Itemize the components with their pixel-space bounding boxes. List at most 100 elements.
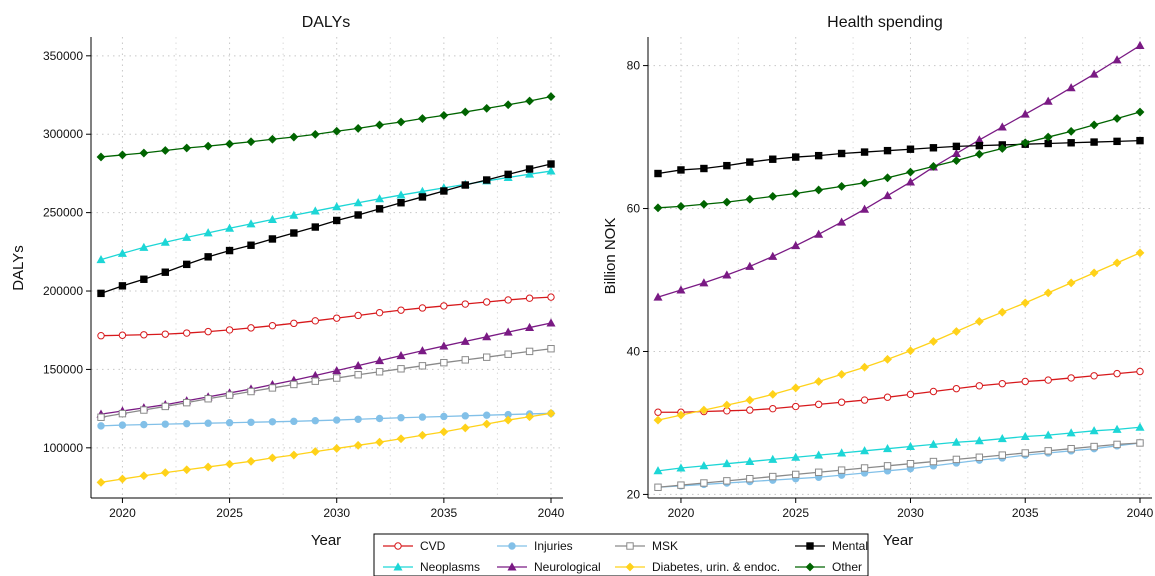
data-point	[746, 475, 754, 483]
health-spending-x-tick-label: 2030	[897, 506, 924, 520]
data-point	[905, 441, 915, 451]
data-point	[225, 223, 235, 232]
data-point	[161, 330, 169, 338]
data-point	[860, 446, 870, 455]
data-point	[699, 405, 709, 415]
data-point	[906, 390, 915, 399]
data-point	[722, 197, 732, 207]
data-point	[204, 253, 212, 261]
dalys-y-tick-label: 150000	[43, 362, 83, 376]
health-spending-x-tick-label: 2040	[1127, 506, 1154, 520]
data-point	[1136, 136, 1144, 145]
data-point	[311, 377, 319, 385]
data-point	[375, 437, 384, 447]
data-point	[183, 329, 191, 337]
data-point	[418, 193, 427, 201]
data-point	[118, 150, 127, 160]
data-point	[375, 308, 384, 317]
data-point	[883, 354, 892, 364]
data-point	[998, 451, 1006, 459]
data-point	[745, 194, 755, 204]
data-point	[1112, 258, 1122, 268]
data-point	[929, 457, 938, 466]
data-point	[837, 466, 846, 474]
data-point	[117, 248, 127, 257]
data-point	[439, 427, 449, 437]
health-spending-y-axis-label: Billion NOK	[602, 218, 619, 295]
data-point	[1067, 139, 1075, 147]
data-point	[1044, 376, 1052, 384]
data-point	[483, 411, 491, 419]
data-point	[353, 198, 363, 207]
data-point	[140, 275, 148, 283]
data-point	[311, 317, 319, 325]
data-point	[723, 477, 731, 485]
data-point	[1135, 422, 1145, 431]
data-point	[461, 356, 469, 364]
data-point	[418, 114, 427, 123]
health-spending-panel: Health spending Billion NOK Year 2020 202…	[602, 14, 1154, 549]
data-point	[745, 395, 755, 405]
legend-marker	[805, 562, 815, 572]
data-point	[814, 185, 824, 195]
data-point	[182, 143, 192, 153]
data-point	[676, 201, 686, 211]
series-line	[100, 163, 552, 294]
data-point	[160, 237, 170, 246]
data-point	[225, 459, 234, 469]
data-point	[1066, 428, 1076, 437]
data-point	[1066, 278, 1076, 288]
legend-label: Mental	[832, 539, 868, 553]
data-point	[225, 139, 234, 149]
data-point	[311, 223, 319, 231]
data-point	[289, 210, 299, 219]
data-point	[525, 96, 534, 106]
data-point	[791, 189, 801, 198]
legend-label: Diabetes, urin. & endoc.	[652, 560, 780, 574]
series-line	[658, 370, 1141, 413]
data-point	[860, 362, 869, 372]
data-point	[768, 251, 778, 260]
data-point	[118, 421, 127, 429]
data-point	[225, 419, 234, 427]
data-point	[397, 414, 405, 422]
data-point	[791, 241, 801, 250]
data-point	[952, 142, 961, 151]
data-point	[482, 103, 492, 113]
dalys-x-tick-label: 2020	[109, 506, 136, 520]
data-point	[837, 369, 847, 379]
series-line	[657, 442, 1141, 488]
data-point	[290, 319, 298, 328]
data-point	[998, 379, 1006, 388]
dalys-panel: DALYs DALYs Year 2020 2025 2030 2035 2040 100…	[10, 14, 565, 549]
series-line	[100, 95, 552, 158]
data-point	[837, 217, 847, 226]
data-point	[1089, 120, 1099, 130]
data-point	[699, 199, 709, 209]
series-line	[100, 348, 552, 418]
data-point	[951, 156, 961, 166]
data-point	[837, 149, 846, 158]
data-point	[1136, 439, 1144, 447]
data-point	[290, 417, 298, 426]
health-spending-x-tick-label: 2025	[782, 506, 809, 520]
data-point	[746, 406, 754, 414]
data-point	[814, 377, 824, 386]
legend-label: Neoplasms	[420, 560, 480, 574]
data-point	[417, 346, 427, 355]
dalys-y-tick-label: 250000	[43, 206, 83, 220]
data-point	[975, 141, 984, 150]
data-point	[375, 355, 385, 365]
data-point	[837, 398, 846, 406]
data-point	[225, 391, 234, 399]
data-point	[354, 311, 362, 320]
data-point	[547, 293, 555, 301]
data-point	[246, 456, 256, 466]
data-point	[290, 380, 298, 389]
data-point	[1112, 424, 1122, 433]
legend: CVD Injuries MSK Mental Neoplasms Neurologica…	[373, 533, 869, 576]
data-point	[974, 436, 984, 445]
legend-label: Other	[832, 560, 862, 574]
